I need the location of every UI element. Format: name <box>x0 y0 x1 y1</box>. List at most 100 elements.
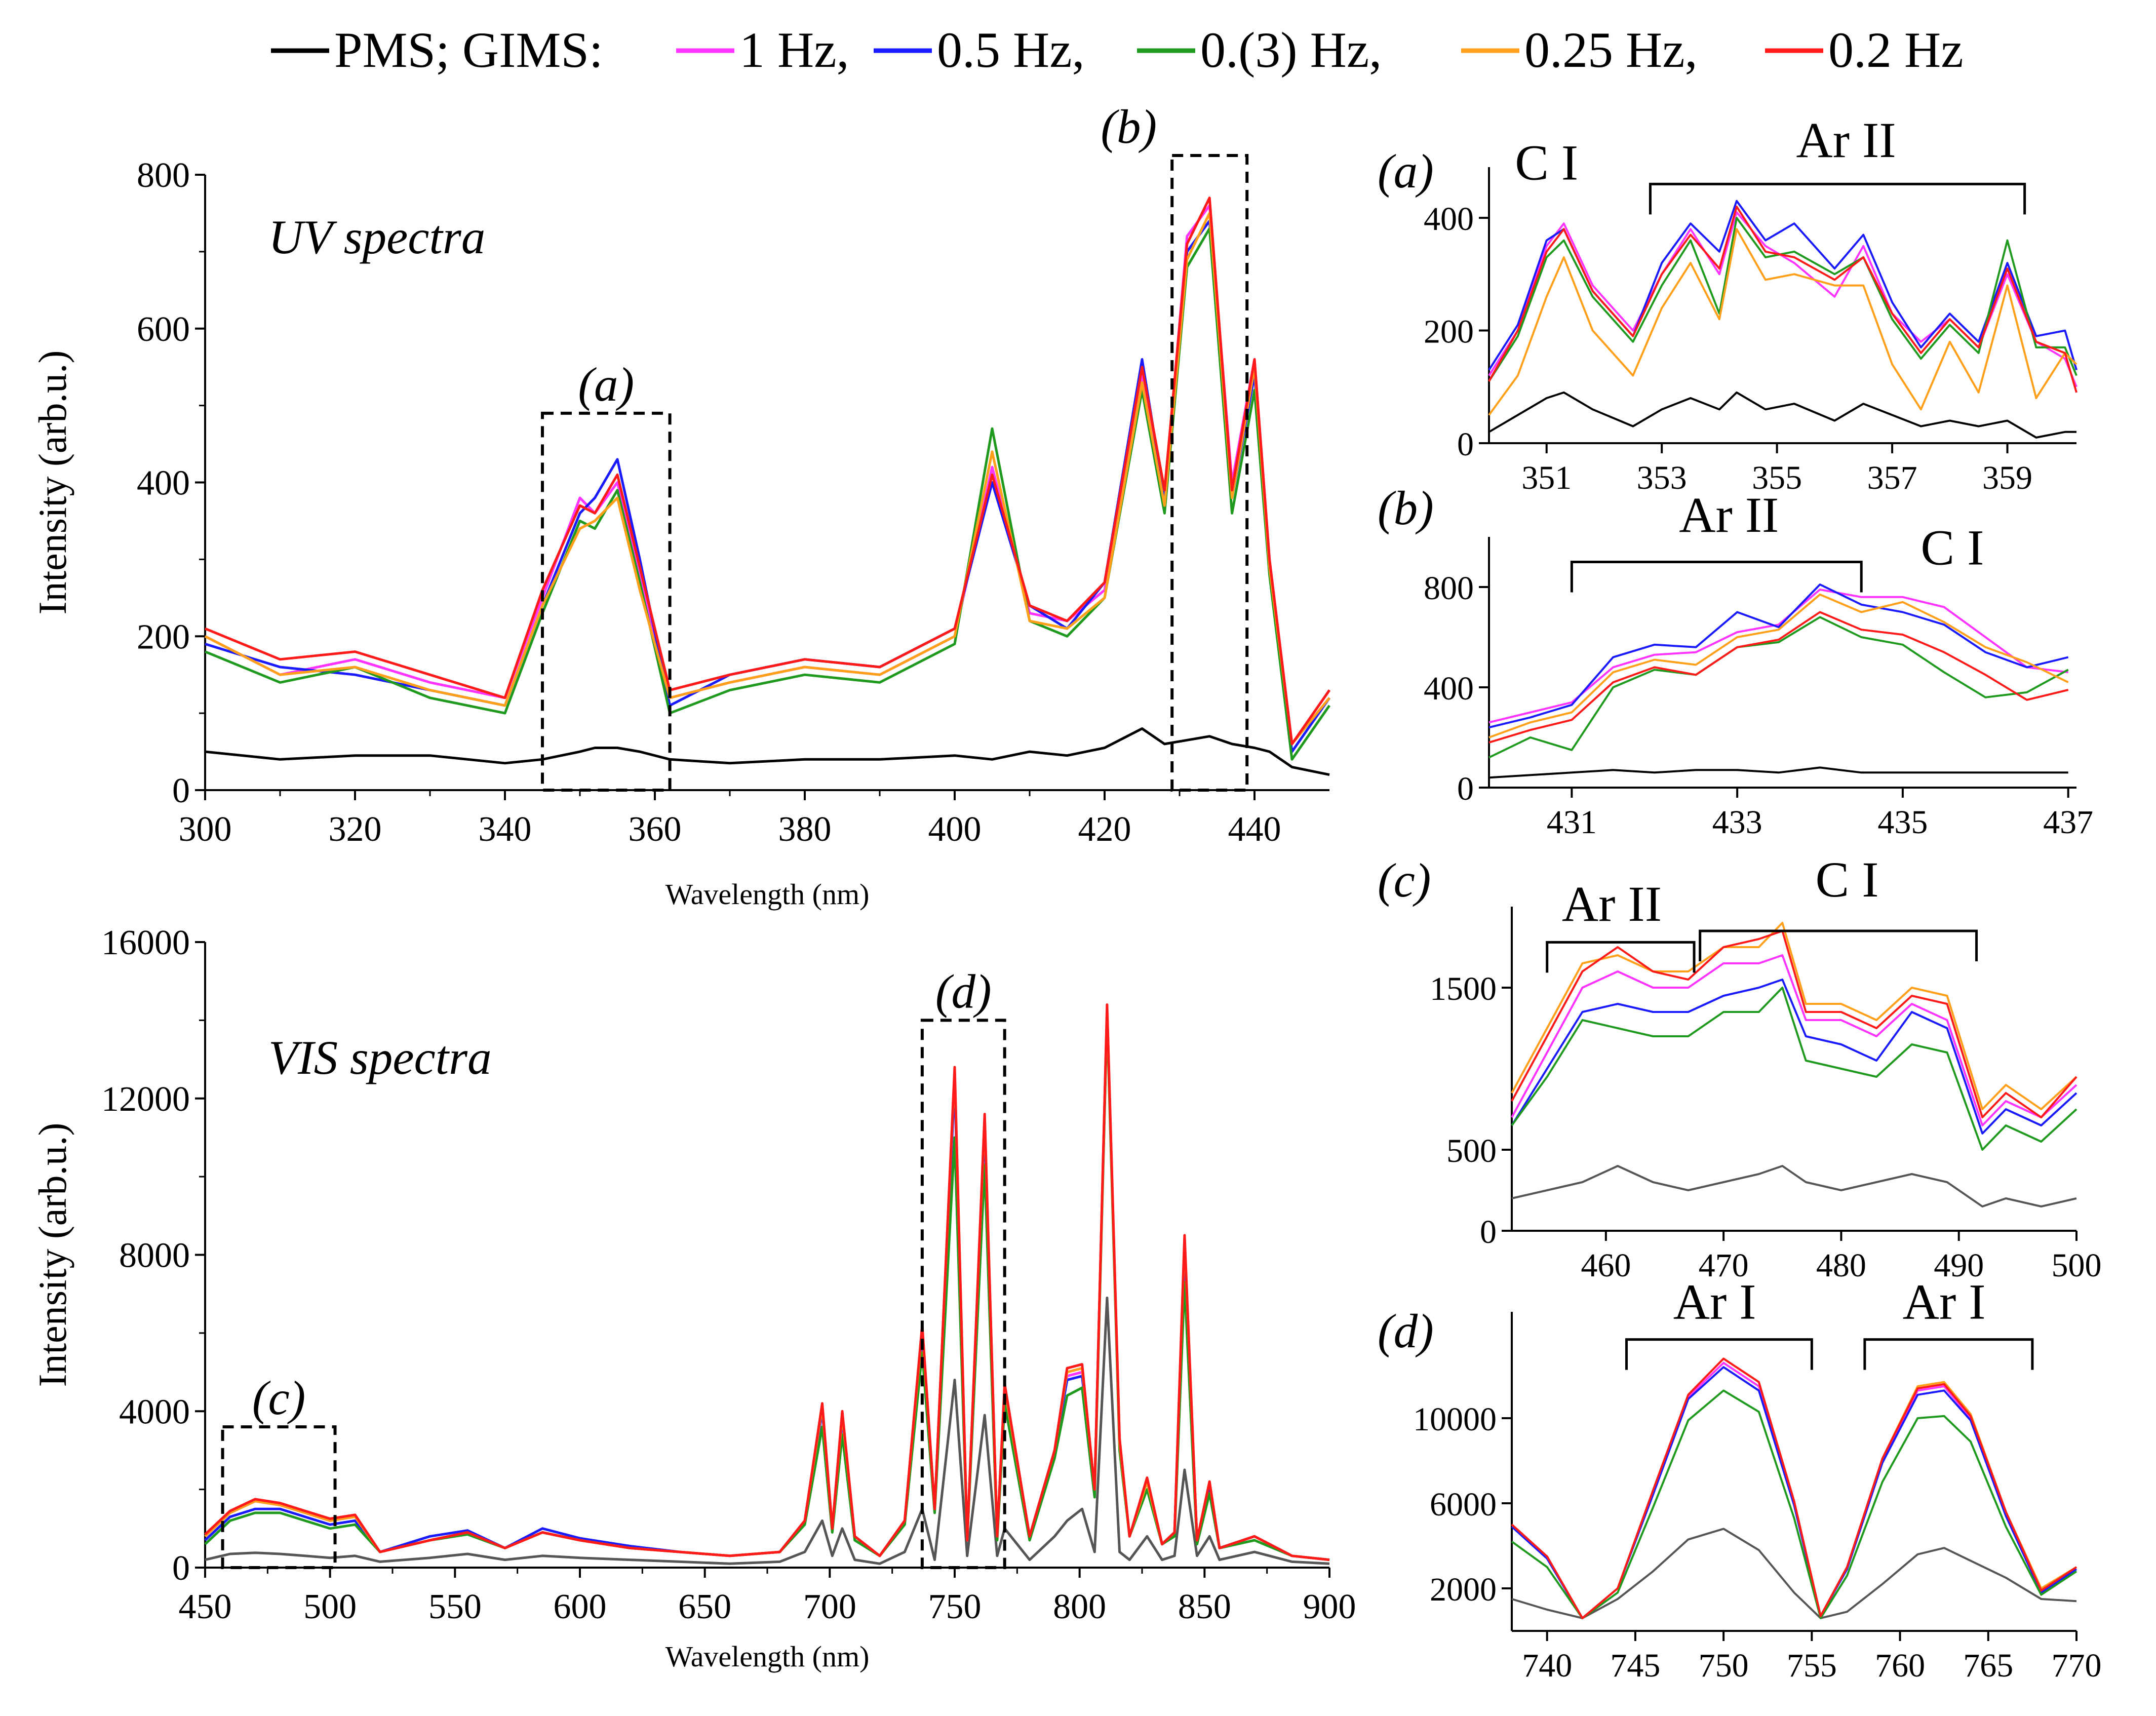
d-annotation-bracket <box>1863 1338 2034 1370</box>
b-series-pms <box>1488 766 2068 779</box>
inset-b-chart: 431 433 435 437 0 400 800 (b) Ar II C I <box>1378 481 2093 841</box>
a-x-tick-label: 355 <box>1752 459 1802 496</box>
c-panel-label: (c) <box>1378 853 1431 907</box>
uv-x-tick-label: 340 <box>479 810 532 849</box>
d-x-tick-label: 760 <box>1875 1647 1925 1684</box>
c-annotation-label: Ar II <box>1562 876 1662 932</box>
b-series-0.5hz <box>1488 583 2069 729</box>
b-series-1hz <box>1488 589 2068 724</box>
a-series-0.25hz <box>1488 228 2077 416</box>
vis-series-0.2hz <box>204 1003 1330 1562</box>
a-x-tick-label: 351 <box>1521 459 1572 496</box>
a-series-pms <box>1488 391 2076 439</box>
uv-highlight-box-1 <box>1170 154 1249 792</box>
d-annotation-label: Ar I <box>1673 1274 1756 1330</box>
uv-x-tick-label: 300 <box>179 810 232 849</box>
vis-x-tick-label: 850 <box>1178 1587 1231 1626</box>
legend-label-0.25hz: 0.25 Hz, <box>1524 22 1698 78</box>
b-y-tick-label: 800 <box>1424 570 1474 607</box>
vis-y-tick-label: 0 <box>172 1549 190 1588</box>
vis-series-0.33hz <box>204 1015 1330 1562</box>
legend-label-0.2hz: 0.2 Hz <box>1828 22 1964 78</box>
c-series-0.2hz <box>1511 930 2077 1118</box>
a-panel-label: (a) <box>1378 144 1434 198</box>
uv-x-tick-label: 320 <box>329 810 382 849</box>
a-y-tick-label: 200 <box>1424 314 1474 350</box>
legend-label-0.5hz: 0.5 Hz, <box>937 22 1085 78</box>
c-x-tick-label: 480 <box>1816 1247 1866 1284</box>
uv-x-tick-label: 440 <box>1228 810 1281 849</box>
vis-x-tick-label: 900 <box>1303 1587 1356 1626</box>
d-series-0.25hz <box>1511 1357 2077 1619</box>
legend-label-pms: PMS; GIMS: <box>334 22 603 78</box>
vis-x-tick-label: 750 <box>928 1587 982 1626</box>
b-annotation-label: Ar II <box>1679 487 1779 543</box>
vis-x-label: Wavelength (nm) <box>665 1640 870 1673</box>
c-series-1hz <box>1511 954 2077 1126</box>
legend: PMS; GIMS: 1 Hz, 0.5 Hz, 0.(3) Hz, 0.25 … <box>271 22 1964 78</box>
b-annotation-bracket <box>1570 561 1863 593</box>
a-y-tick-label: 400 <box>1424 201 1474 238</box>
b-x-tick-label: 433 <box>1712 804 1762 841</box>
b-series-0.2hz <box>1488 611 2069 744</box>
d-series-0.33hz <box>1511 1389 2077 1619</box>
vis-highlight-box-0 <box>221 1425 337 1569</box>
c-x-tick-label: 470 <box>1699 1247 1749 1284</box>
d-y-tick-label: 10000 <box>1413 1401 1497 1438</box>
d-annotation-label: Ar I <box>1903 1274 1986 1330</box>
vis-highlight-box-1 <box>920 1019 1006 1569</box>
a-series-1hz <box>1488 211 2077 387</box>
a-x-tick-label: 359 <box>1982 459 2032 496</box>
b-series-0.33hz <box>1488 616 2069 759</box>
c-y-tick-label: 500 <box>1446 1133 1497 1169</box>
uv-y-tick-label: 0 <box>172 771 190 810</box>
uv-y-tick-label: 200 <box>137 617 190 656</box>
a-x-tick-label: 353 <box>1637 459 1687 496</box>
c-annotation-bracket <box>1699 929 1978 961</box>
a-x-tick-label: 357 <box>1867 459 1917 496</box>
vis-x-tick-label: 550 <box>428 1587 482 1626</box>
b-series-0.25hz <box>1488 593 2069 738</box>
uv-x-label: Wavelength (nm) <box>665 878 870 911</box>
inset-d-chart: 740 745 750 755 760 765 770 2000 6000 10000 (d) Ar … <box>1378 1274 2102 1684</box>
uv-highlight-box-label: (b) <box>1101 100 1157 153</box>
a-y-tick-label: 0 <box>1457 426 1474 463</box>
b-x-tick-label: 437 <box>2043 804 2093 841</box>
uv-y-label: Intensity (arb.u.) <box>30 350 74 614</box>
uv-spectra-chart: 300 320 340 360 380 400 420 440 0 200 400 600 800 (a)… <box>30 100 1331 911</box>
c-series-pms <box>1511 1165 2077 1207</box>
c-y-tick-label: 0 <box>1480 1214 1497 1251</box>
c-annotation-label: C I <box>1816 851 1879 908</box>
uv-y-tick-label: 400 <box>137 464 190 503</box>
uv-title: UV spectra <box>268 210 485 264</box>
b-panel-label: (b) <box>1378 481 1434 535</box>
uv-x-tick-label: 400 <box>928 810 982 849</box>
uv-highlight-box-0 <box>541 411 672 792</box>
d-y-tick-label: 2000 <box>1430 1571 1497 1608</box>
uv-y-tick-label: 800 <box>137 156 190 195</box>
b-y-tick-label: 0 <box>1457 770 1474 807</box>
c-series-0.5hz <box>1511 979 2077 1135</box>
d-x-tick-label: 750 <box>1699 1647 1749 1684</box>
d-annotation-bracket <box>1625 1338 1813 1370</box>
d-x-tick-label: 765 <box>1963 1647 2013 1684</box>
uv-x-tick-label: 380 <box>778 810 832 849</box>
a-annotation-bracket <box>1649 182 2026 215</box>
uv-x-tick-label: 420 <box>1078 810 1131 849</box>
d-x-tick-label: 745 <box>1610 1647 1660 1684</box>
uv-series-pms <box>205 727 1330 776</box>
vis-x-tick-label: 800 <box>1053 1587 1106 1626</box>
c-x-tick-label: 500 <box>2052 1247 2102 1284</box>
vis-y-tick-label: 4000 <box>119 1392 190 1431</box>
d-x-tick-label: 755 <box>1787 1647 1837 1684</box>
vis-series-0.5hz <box>204 1007 1330 1562</box>
uv-series-0.2hz <box>205 197 1331 746</box>
vis-highlight-box-label: (d) <box>935 964 992 1018</box>
vis-y-tick-label: 16000 <box>101 923 190 962</box>
a-series-0.2hz <box>1488 205 2077 393</box>
a-annotation-label: C I <box>1515 134 1578 190</box>
a-series-0.5hz <box>1488 200 2077 371</box>
c-x-tick-label: 460 <box>1581 1247 1631 1284</box>
b-y-tick-label: 400 <box>1424 670 1474 707</box>
